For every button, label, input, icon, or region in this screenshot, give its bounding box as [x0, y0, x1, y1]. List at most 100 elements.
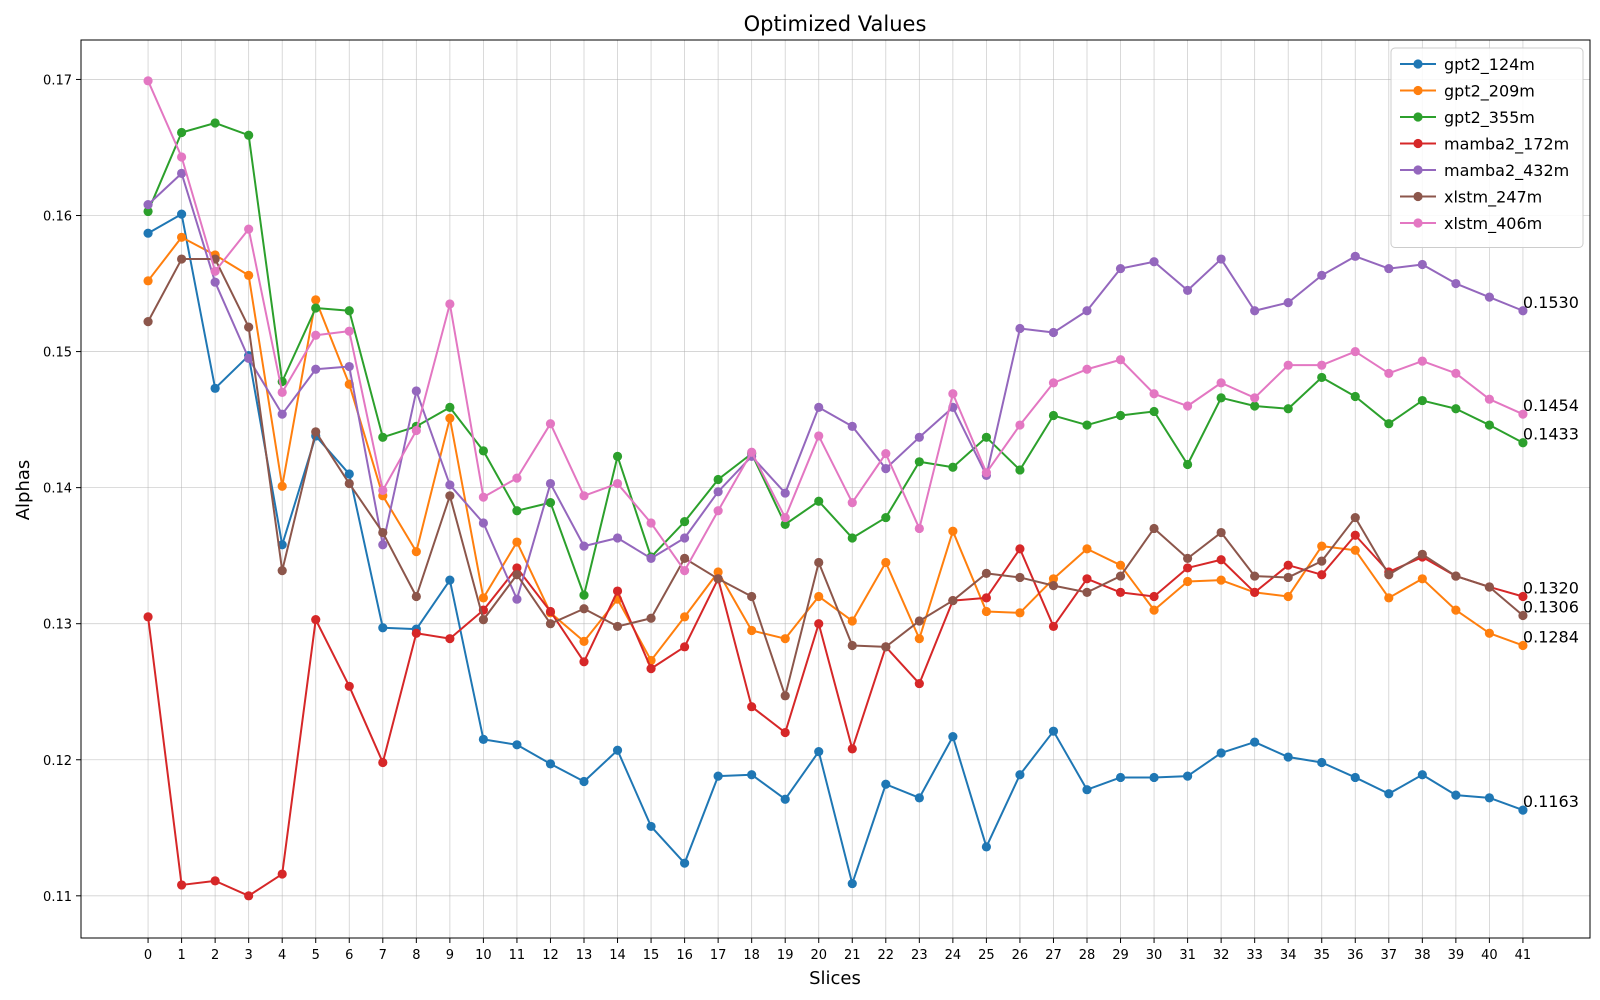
data-point — [881, 557, 891, 568]
data-point — [646, 613, 656, 623]
data-point — [311, 330, 321, 340]
data-point — [311, 615, 321, 625]
series-gpt2_124m — [143, 209, 1528, 889]
data-point — [1417, 549, 1427, 559]
data-point — [1518, 409, 1528, 419]
data-point — [612, 745, 623, 755]
x-tick-label: 31 — [1179, 948, 1196, 963]
data-point — [344, 361, 354, 372]
data-point — [1183, 553, 1193, 563]
data-point — [1115, 571, 1126, 581]
data-point — [1216, 393, 1226, 403]
data-point — [512, 473, 522, 483]
x-tick-label: 38 — [1414, 948, 1431, 963]
data-point — [1518, 438, 1528, 448]
data-point — [1015, 323, 1025, 334]
data-point — [1350, 530, 1360, 540]
series-xlstm_247m — [143, 254, 1528, 701]
legend-item-gpt2_355m: gpt2_355m — [1400, 108, 1535, 128]
data-point — [378, 432, 388, 442]
data-point — [512, 563, 522, 573]
data-point — [847, 878, 857, 889]
data-point — [277, 566, 287, 576]
data-point — [1317, 372, 1327, 383]
data-point — [780, 691, 790, 701]
data-point — [1115, 560, 1126, 570]
data-point — [545, 478, 556, 489]
x-tick-label: 11 — [509, 948, 526, 963]
data-point — [579, 657, 589, 667]
data-point — [780, 634, 790, 644]
data-point — [1082, 587, 1092, 598]
data-point — [1518, 640, 1528, 651]
data-point — [1082, 420, 1092, 430]
data-point — [1384, 593, 1394, 603]
data-point — [1283, 591, 1293, 602]
data-point — [177, 127, 187, 138]
data-point — [1283, 404, 1293, 414]
data-point — [780, 794, 790, 804]
data-point — [579, 491, 589, 501]
x-tick-label: 0 — [144, 948, 152, 963]
data-point — [713, 567, 723, 577]
x-tick-label: 10 — [475, 948, 492, 963]
legend-item-mamba2_172m: mamba2_172m — [1400, 135, 1569, 155]
data-point — [1082, 785, 1092, 795]
data-point — [1149, 523, 1159, 534]
data-point — [713, 487, 723, 497]
data-point — [1451, 605, 1461, 615]
data-point — [680, 566, 690, 576]
data-point — [378, 623, 388, 633]
data-point — [646, 664, 656, 674]
data-point — [1283, 297, 1293, 308]
y-axis-label: Alphas — [13, 460, 34, 521]
end-value-label: 0.1163 — [1523, 792, 1579, 811]
data-point — [814, 402, 824, 412]
data-point — [545, 419, 556, 429]
data-point — [378, 527, 388, 538]
data-point — [177, 168, 187, 178]
data-point — [579, 541, 589, 551]
data-point — [881, 449, 891, 459]
data-point — [680, 553, 690, 563]
end-value-label: 0.1530 — [1523, 293, 1579, 312]
data-point — [981, 468, 992, 478]
data-point — [713, 574, 723, 584]
x-tick-label: 25 — [978, 948, 995, 963]
data-point — [747, 447, 757, 457]
data-point — [277, 409, 287, 419]
data-point — [814, 746, 824, 757]
data-point — [1484, 628, 1494, 638]
data-point — [1250, 393, 1260, 403]
data-point — [814, 557, 824, 568]
data-point — [445, 634, 455, 644]
x-tick-label: 4 — [278, 948, 286, 963]
end-value-label: 0.1433 — [1523, 425, 1579, 444]
data-point — [1015, 420, 1025, 430]
y-tick-label: 0.14 — [43, 482, 72, 497]
plot-frame — [80, 39, 1591, 939]
data-point — [948, 732, 958, 742]
data-point — [1015, 544, 1025, 554]
data-point — [244, 891, 254, 901]
data-point — [344, 681, 354, 691]
x-tick-label: 5 — [312, 948, 320, 963]
data-point — [747, 702, 757, 712]
legend-marker — [1413, 165, 1423, 175]
data-point — [1048, 574, 1059, 584]
data-point — [780, 512, 790, 523]
data-point — [914, 634, 924, 644]
data-point — [914, 457, 924, 467]
data-point — [579, 590, 589, 600]
data-point — [1183, 771, 1193, 781]
data-point — [914, 432, 924, 442]
legend-marker — [1413, 138, 1423, 149]
data-point — [445, 402, 455, 412]
x-tick-label: 7 — [379, 948, 387, 963]
data-point — [1149, 406, 1159, 417]
data-point — [1317, 360, 1327, 370]
x-tick-label: 28 — [1079, 948, 1096, 963]
data-point — [1283, 360, 1293, 370]
data-point — [1216, 575, 1226, 585]
